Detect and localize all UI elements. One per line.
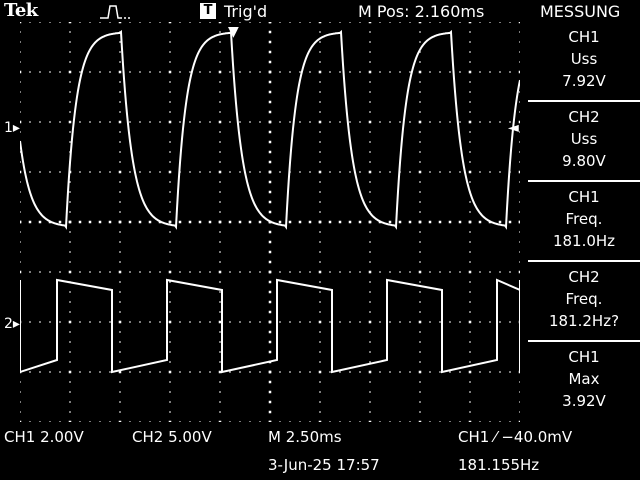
measurement-1[interactable]: CH2 Uss 9.80V: [528, 106, 640, 172]
measurement-value: 7.92V: [562, 72, 606, 90]
horizontal-position: M Pos: 2.160ms: [358, 2, 485, 21]
measurement-channel: CH1: [568, 348, 600, 366]
measurement-channel: CH1: [568, 188, 600, 206]
measurement-value: 9.80V: [562, 152, 606, 170]
timebase: M 2.50ms: [268, 428, 342, 446]
waveform-display: ▼ ◄: [20, 22, 520, 422]
trigger-frequency: 181.155Hz: [458, 456, 540, 474]
ch1-waveform: [20, 29, 520, 230]
measurement-name: Freq.: [565, 290, 603, 308]
measurement-name: Uss: [570, 50, 598, 68]
menu-separator: [528, 340, 640, 342]
trigger-setting: CH1 ⁄ −40.0mV: [458, 428, 573, 446]
measurement-4[interactable]: CH1 Max 3.92V: [528, 346, 640, 412]
trigger-position-marker: ▼: [228, 24, 239, 40]
measurement-name: Max: [568, 370, 600, 388]
ch2-waveform: [20, 278, 520, 374]
measurement-channel: CH1: [568, 28, 600, 46]
measurement-channel: CH2: [568, 108, 600, 126]
ch1-ground-marker: 1▸: [4, 120, 20, 136]
pulse-icon: [100, 5, 132, 19]
menu-separator: [528, 260, 640, 262]
status-bar: Tek T Trig'd M Pos: 2.160ms MESSUNG: [0, 0, 640, 22]
trigger-status: Trig'd: [224, 2, 268, 21]
ch1-scale: CH1 2.00V: [4, 428, 84, 446]
ch2-ground-marker: 2▸: [4, 316, 20, 332]
menu-separator: [528, 180, 640, 182]
measurement-2[interactable]: CH1 Freq. 181.0Hz: [528, 186, 640, 252]
brand-logo: Tek: [4, 0, 38, 21]
measurement-name: Uss: [570, 130, 598, 148]
menu-separator: [528, 100, 640, 102]
menu-title: MESSUNG: [540, 2, 621, 21]
measurement-value: 181.0Hz: [552, 232, 616, 250]
measurement-channel: CH2: [568, 268, 600, 286]
trigger-status-box: T: [200, 3, 216, 19]
measurement-0[interactable]: CH1 Uss 7.92V: [528, 26, 640, 92]
measurement-3[interactable]: CH2 Freq. 181.2Hz?: [528, 266, 640, 332]
measurement-value: 3.92V: [562, 392, 606, 410]
measurement-value: 181.2Hz?: [548, 312, 620, 330]
date-time: 3-Jun-25 17:57: [268, 456, 380, 474]
measurement-name: Freq.: [565, 210, 603, 228]
measurement-menu: CH1 Uss 7.92V CH2 Uss 9.80V CH1 Freq. 181.0Hz CH2…: [528, 22, 640, 430]
trigger-level-marker: ◄: [508, 120, 519, 136]
ch2-scale: CH2 5.00V: [132, 428, 212, 446]
